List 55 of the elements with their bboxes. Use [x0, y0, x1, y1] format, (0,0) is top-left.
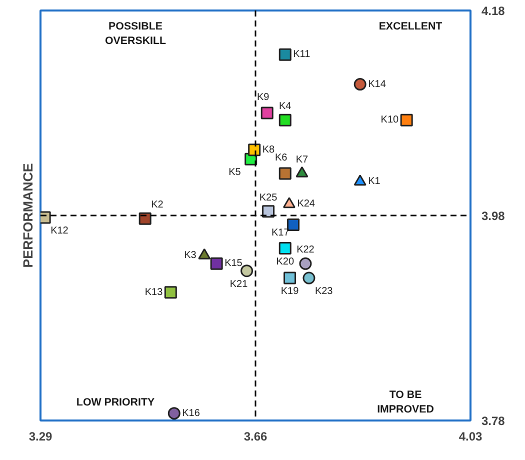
point — [354, 78, 366, 91]
point — [164, 286, 177, 299]
x-tick-label: 4.03 — [458, 430, 483, 444]
series-label: K6 — [275, 152, 288, 164]
point — [278, 114, 292, 126]
series-label: K25 — [259, 192, 278, 204]
point — [210, 257, 223, 270]
point — [262, 205, 275, 218]
y-tick-label: 3.98 — [482, 209, 506, 223]
annotation: EXCELLENT — [378, 20, 443, 32]
point — [287, 218, 300, 231]
point — [260, 106, 274, 120]
y-axis-title: PERFORMANCE — [20, 163, 36, 268]
series-label: K8 — [262, 144, 276, 156]
point — [240, 264, 254, 278]
series-label: K16 — [182, 408, 200, 419]
point — [282, 197, 296, 208]
series-label: K10 — [380, 114, 400, 126]
series-label: K4 — [279, 101, 292, 112]
series-label: K19 — [280, 286, 300, 298]
point — [168, 407, 180, 420]
annotation: POSSIBLE OVERSKILL — [105, 20, 166, 47]
point — [302, 272, 316, 284]
annotation: TO BE IMPROVED — [377, 389, 434, 416]
y-tick-label: 4.18 — [482, 4, 506, 18]
series-label: K3 — [184, 250, 197, 261]
point — [400, 114, 413, 126]
series-label: K15 — [224, 258, 243, 270]
point — [40, 211, 51, 224]
series-label: K9 — [257, 92, 270, 103]
series-label: K2 — [151, 200, 164, 211]
series-label: K20 — [276, 256, 294, 268]
series-label: K21 — [230, 278, 248, 290]
point — [354, 174, 366, 186]
point — [278, 242, 292, 255]
series-label: K13 — [144, 286, 164, 298]
series-label: K12 — [50, 226, 69, 237]
series-label: K24 — [297, 198, 316, 210]
series-label: K22 — [296, 244, 315, 256]
y-tick-label: 3.78 — [482, 414, 506, 428]
point — [284, 272, 296, 284]
series-label: K11 — [293, 49, 311, 60]
x-tick-label: 3.29 — [28, 430, 53, 444]
series-label: K14 — [368, 78, 386, 90]
point — [278, 167, 292, 180]
series-label: K5 — [228, 167, 242, 178]
annotation: LOW PRIORITY — [76, 396, 155, 408]
point — [248, 144, 261, 156]
x-tick-label: 3.66 — [244, 430, 268, 444]
series-label: K7 — [296, 154, 309, 166]
point — [278, 48, 292, 61]
series-label: K23 — [314, 286, 334, 298]
point — [138, 212, 152, 225]
point — [299, 257, 312, 270]
series-label: K1 — [368, 176, 381, 188]
